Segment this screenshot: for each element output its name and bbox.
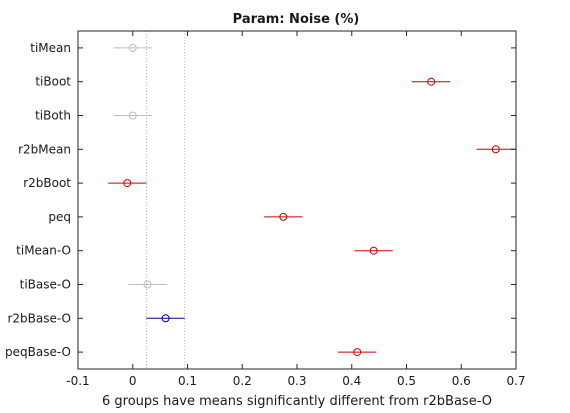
group-r2bbase-o — [146, 314, 185, 323]
x-tick-label: 0.1 — [178, 374, 197, 388]
group-timean — [113, 43, 152, 52]
x-tick-label: 0.2 — [233, 374, 252, 388]
y-tick-label: r2bBase-O — [7, 311, 71, 325]
x-tick-label: 0.4 — [342, 374, 361, 388]
y-tick-label: tiBoth — [35, 109, 71, 123]
group-tiboth — [113, 111, 152, 120]
group-intervals — [108, 43, 515, 357]
mean-marker-r2bboot — [123, 179, 132, 188]
mean-marker-peqbase-o — [353, 348, 362, 357]
y-tick-label: r2bMean — [18, 142, 71, 156]
group-tibase-o — [128, 280, 167, 289]
reference-interval-lines — [145, 31, 186, 369]
x-axis-ticks: -0.1 0 0.1 0.2 0.3 0.4 0.5 0.6 0.7 — [66, 31, 526, 388]
chart-title: Param: Noise (%) — [233, 12, 360, 27]
group-tiboot — [411, 77, 451, 86]
y-axis-ticks: tiMean tiBoot tiBoth r2bMean r2bBoot peq tiMea… — [5, 41, 516, 359]
y-tick-label: tiMean — [30, 41, 71, 55]
group-peqbase-o — [338, 348, 377, 357]
y-tick-label: tiBase-O — [20, 278, 71, 292]
group-timean-o — [354, 246, 393, 255]
group-r2bboot — [108, 179, 147, 188]
x-tick-label: 0.5 — [397, 374, 416, 388]
y-tick-label: tiBoot — [35, 75, 71, 89]
y-tick-label: tiMean-O — [16, 244, 71, 258]
mean-marker-tiboot — [427, 77, 436, 86]
mean-marker-tiboth — [128, 111, 137, 120]
mean-marker-r2bbase-o — [161, 314, 170, 323]
plot-area-frame — [77, 30, 517, 370]
mean-marker-r2bmean — [491, 145, 500, 154]
mean-marker-timean-o — [369, 246, 378, 255]
mean-marker-peq — [279, 212, 288, 221]
group-r2bmean — [476, 145, 515, 154]
x-axis-label: 6 groups have means significantly differ… — [102, 394, 492, 409]
y-tick-label: r2bBoot — [23, 176, 71, 190]
x-tick-label: 0.3 — [287, 374, 306, 388]
x-tick-label: 0.7 — [506, 374, 525, 388]
x-tick-label: 0 — [129, 374, 137, 388]
mean-marker-timean — [128, 43, 137, 52]
y-tick-label: peqBase-O — [5, 345, 71, 359]
x-tick-label: -0.1 — [66, 374, 89, 388]
group-peq — [264, 212, 303, 221]
mean-marker-tibase-o — [143, 280, 152, 289]
y-tick-label: peq — [48, 210, 71, 224]
x-tick-label: 0.6 — [452, 374, 471, 388]
